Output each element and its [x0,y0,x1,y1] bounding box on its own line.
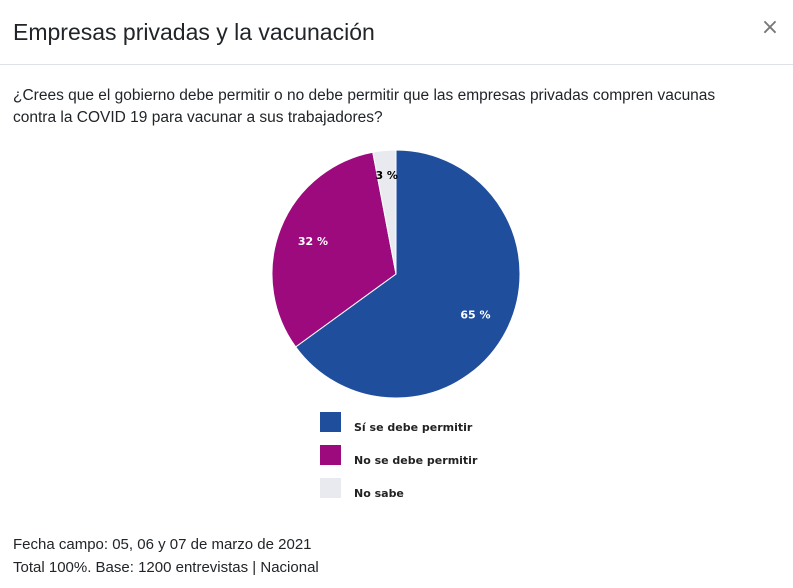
slice-label-1: 32 % [298,235,328,248]
chart-footer: Fecha campo: 05, 06 y 07 de marzo de 202… [13,533,319,579]
slice-label-0: 65 % [460,309,490,322]
legend-swatch-1[interactable] [320,445,341,465]
modal-title: Empresas privadas y la vacunación [13,19,375,45]
pie-slice-2[interactable] [372,149,397,275]
legend-label-1[interactable]: No se debe permitir [354,454,478,467]
legend-label-2[interactable]: No sabe [354,487,404,500]
legend-swatch-0[interactable] [320,412,341,432]
legend-swatch-2[interactable] [320,478,341,498]
legend-label-0[interactable]: Sí se debe permitir [354,421,473,434]
sample-info: Total 100%. Base: 1200 entrevistas | Nac… [13,559,319,576]
pie-chart: 65 % 32 % 3 % Sí se debe permitir No se debe… [271,149,521,500]
slice-label-2: 3 % [375,169,398,182]
close-icon[interactable]: × [756,14,784,42]
pie-slice-0[interactable] [294,149,521,399]
modal-header: Empresas privadas y la vacunación × [0,0,793,65]
fieldwork-date: Fecha campo: 05, 06 y 07 de marzo de 202… [13,536,312,553]
survey-question: ¿Crees que el gobierno debe permitir o n… [13,87,716,126]
pie-slice-1[interactable] [271,151,397,348]
